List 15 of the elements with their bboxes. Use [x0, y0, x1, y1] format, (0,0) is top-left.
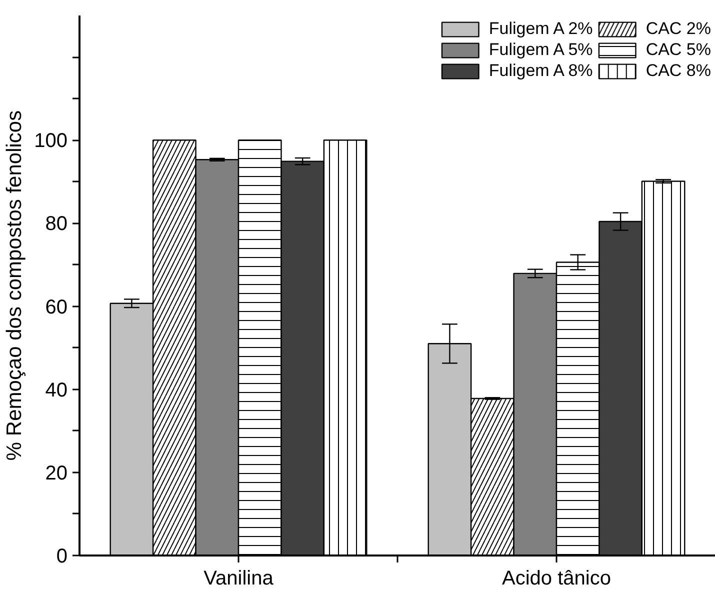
y-tick-label: 0 — [56, 546, 68, 568]
x-tick-label: Acido tânico — [502, 568, 611, 590]
legend-label: Fuligem A 8% — [488, 61, 593, 81]
x-tick-label: Vanilina — [204, 568, 274, 590]
legend-label: Fuligem A 5% — [488, 40, 593, 60]
y-axis-title: % Remoçao dos compostos fenolicos — [3, 110, 26, 461]
legend-label: CAC 8% — [646, 61, 711, 81]
y-tick-label: 20 — [45, 462, 68, 484]
y-tick-label: 40 — [45, 379, 68, 402]
y-tick-label: 80 — [45, 213, 68, 236]
y-tick-label: 100 — [34, 130, 68, 152]
legend-label: CAC 5% — [646, 40, 711, 60]
legend-label: CAC 2% — [646, 19, 711, 39]
legend-label: Fuligem A 2% — [488, 19, 593, 39]
y-tick-label: 60 — [45, 296, 68, 318]
